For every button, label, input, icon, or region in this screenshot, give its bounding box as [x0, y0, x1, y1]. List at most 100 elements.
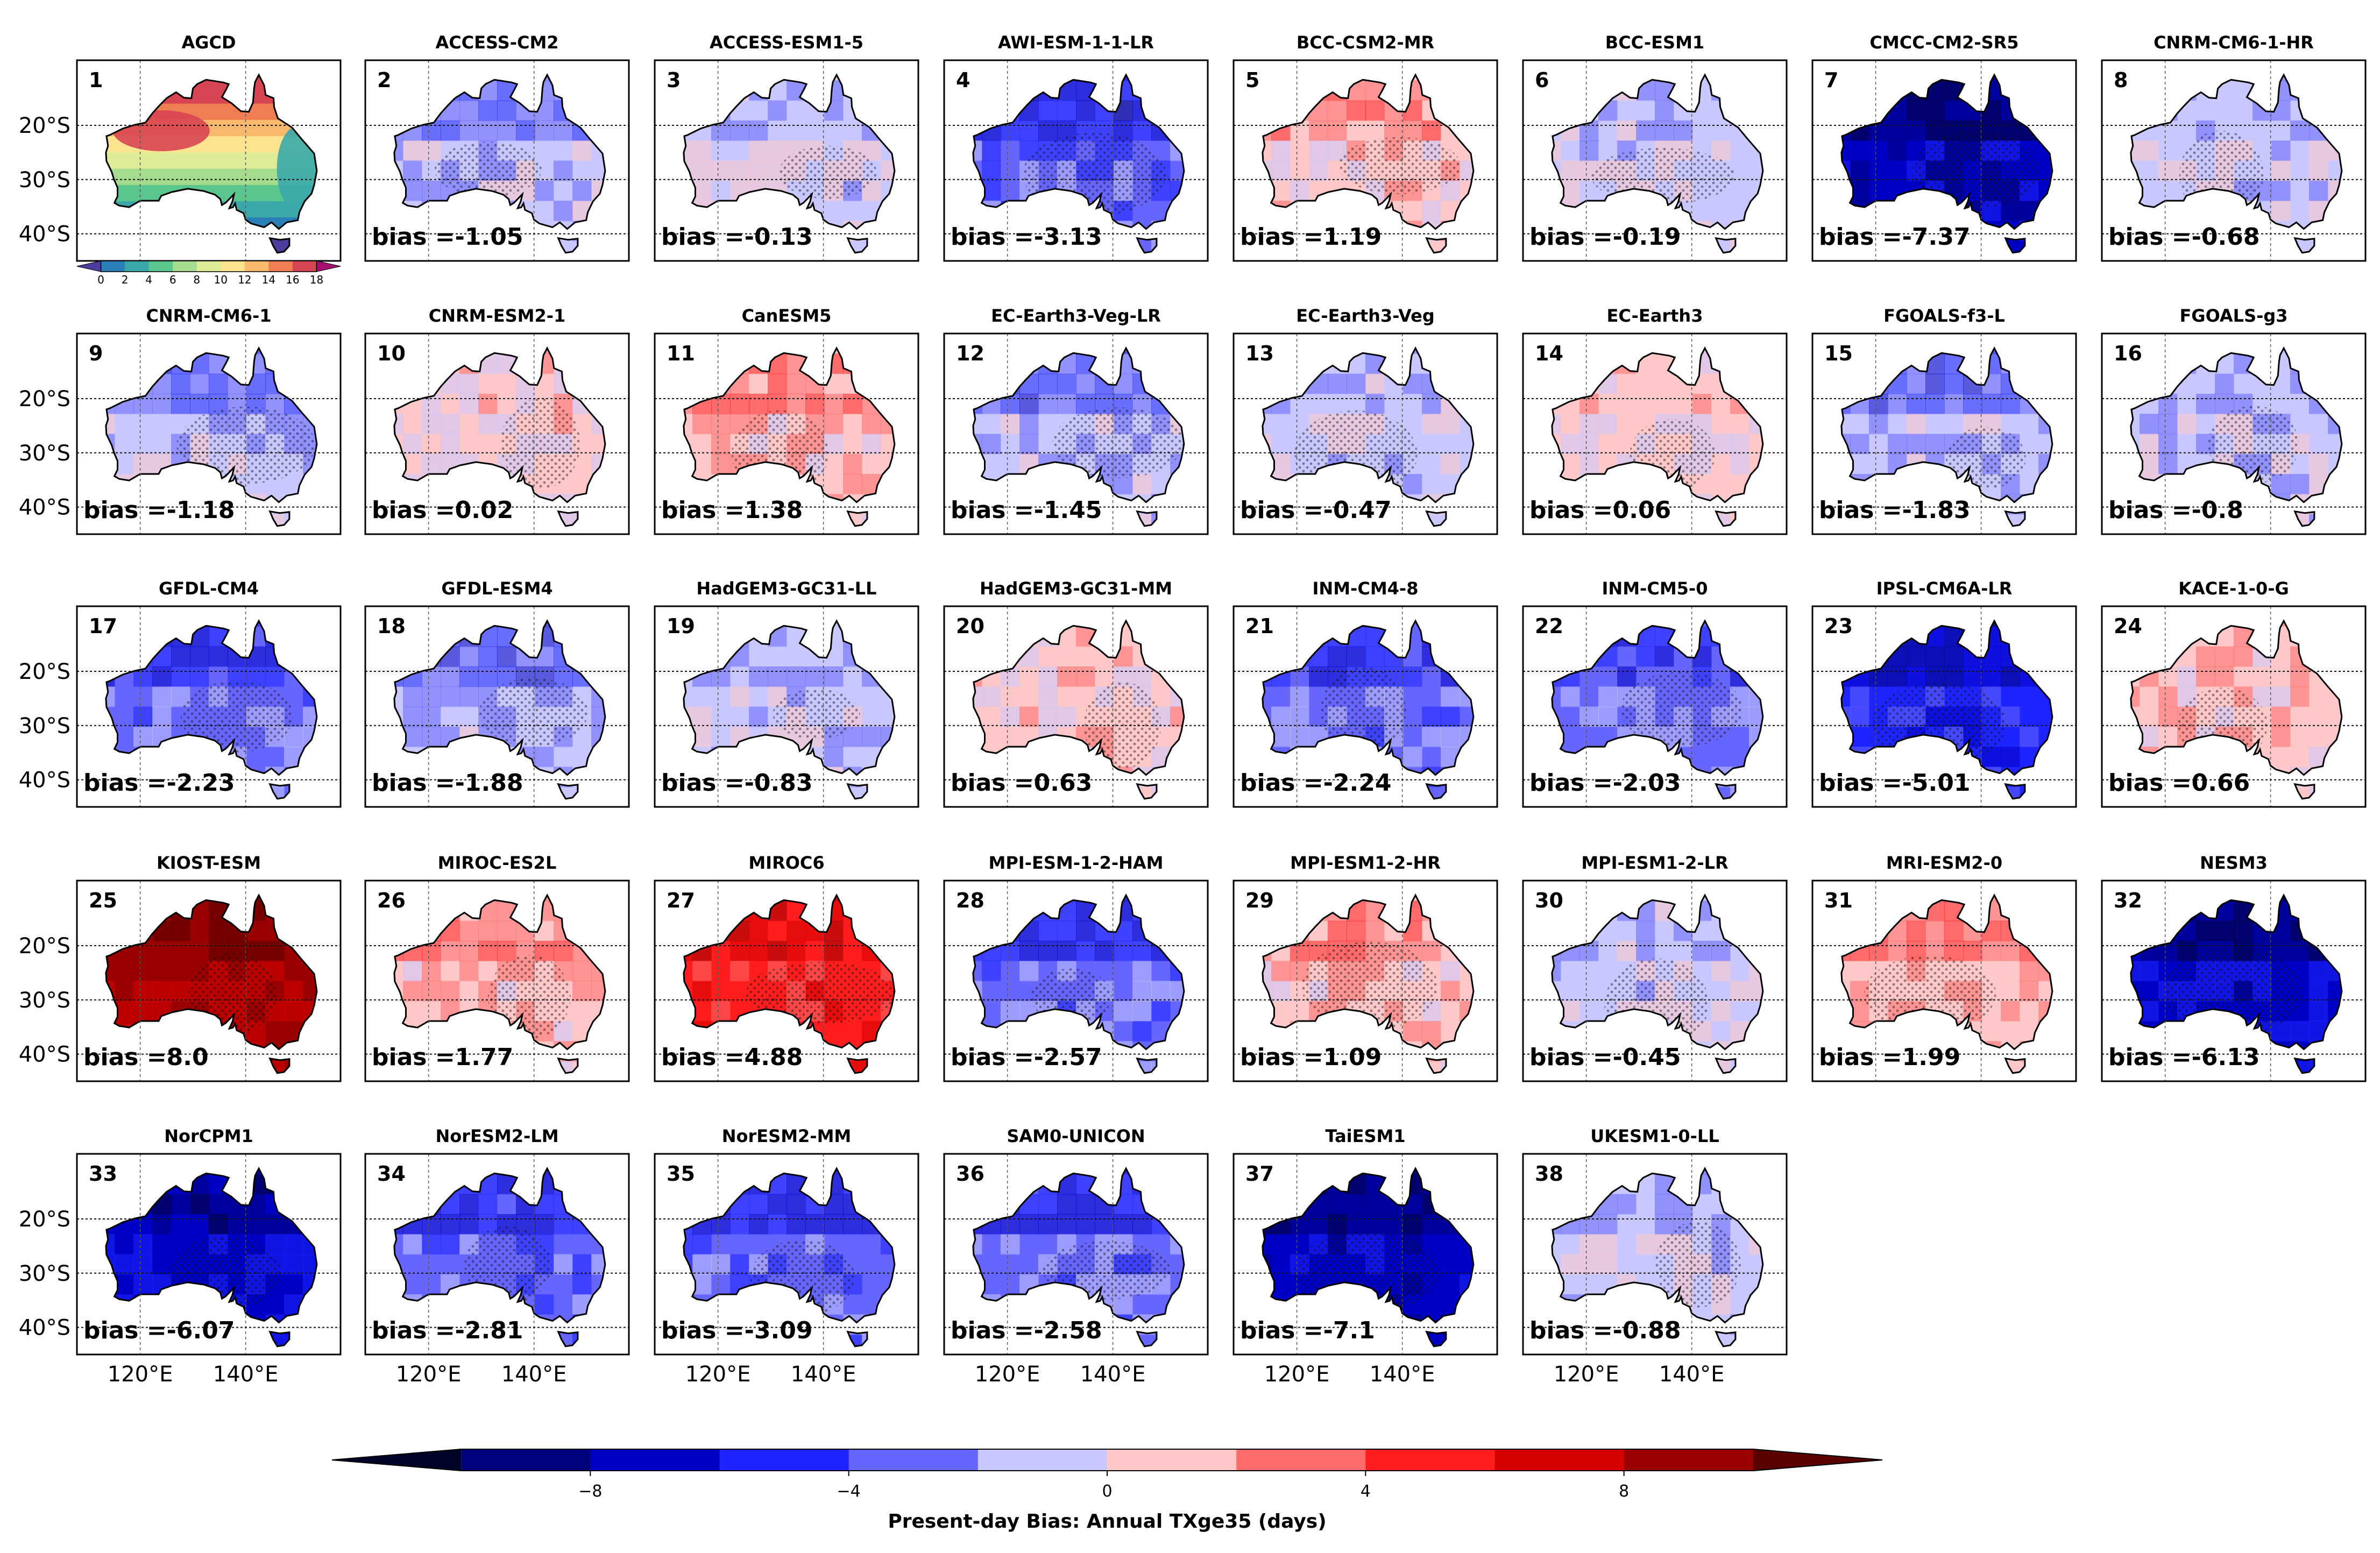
- panel-frame: [654, 59, 919, 262]
- bias-cell: [824, 120, 844, 141]
- coastline: [105, 73, 318, 230]
- bias-cell: [2234, 920, 2253, 941]
- bias-cell: [1869, 453, 1888, 475]
- bias-cell: [1347, 646, 1366, 667]
- bias-cell: [805, 393, 825, 415]
- bias-cell: [2020, 726, 2039, 748]
- bias-cell: [1617, 100, 1637, 121]
- bias-cell: [1907, 373, 1926, 394]
- panel-title: IPSL-CM6A-LR: [1876, 578, 2013, 599]
- bias-cell: [2140, 961, 2159, 982]
- coastline: [1551, 73, 1764, 230]
- bias-cell: [1711, 940, 1731, 962]
- bias-cell: [535, 747, 554, 768]
- bias-cell: [1869, 140, 1888, 161]
- bias-cell: [1309, 120, 1328, 141]
- bias-cell: [1038, 393, 1058, 415]
- bias-cell: [2290, 180, 2310, 202]
- bias-cell: [459, 666, 479, 687]
- bias-cell: [2140, 414, 2159, 435]
- bias-cell: [843, 666, 862, 687]
- bias-cell: [422, 981, 441, 1002]
- bias-cell: [2001, 1021, 2020, 1042]
- panel-title: EC-Earth3-Veg: [1296, 306, 1435, 326]
- bias-cell: [843, 940, 862, 962]
- bias-cell: [1925, 100, 1945, 121]
- bias-cell: [1925, 373, 1945, 394]
- bias-cell: [1271, 706, 1291, 727]
- y-tick-label: 30°S: [19, 168, 70, 193]
- bias-cell: [1850, 140, 1869, 161]
- bias-cell: [1038, 920, 1058, 941]
- bias-cell: [2140, 686, 2159, 707]
- bias-cell: [265, 1214, 285, 1235]
- bias-cell: [1907, 666, 1926, 687]
- coastline: [1262, 73, 1475, 230]
- bias-cell: [1636, 646, 1655, 667]
- y-tick-label: 40°S: [19, 768, 70, 793]
- bias-cell: [1655, 646, 1674, 667]
- coastline: [683, 619, 896, 776]
- bias-cell: [171, 940, 190, 962]
- bias-cell: [2290, 726, 2310, 748]
- bias-cell: [1907, 646, 1926, 667]
- bias-label: bias =8.0: [83, 1044, 209, 1071]
- bias-cell: [171, 373, 190, 394]
- bias-cell: [982, 706, 1001, 727]
- bias-cell: [1869, 414, 1888, 435]
- panel-title: CNRM-CM6-1-HR: [2154, 32, 2314, 53]
- bias-cell: [1579, 140, 1599, 161]
- tasmania-outline: [846, 783, 868, 800]
- bias-cell: [1290, 1001, 1309, 1022]
- bias-cell: [824, 666, 844, 687]
- bias-cell: [2234, 646, 2253, 667]
- bias-cell: [2234, 100, 2253, 121]
- bias-cell: [1001, 686, 1020, 707]
- bias-cell: [1422, 706, 1441, 727]
- bias-cell: [1422, 666, 1441, 687]
- bias-cell: [1850, 706, 1869, 727]
- stippling: [2208, 406, 2299, 484]
- bias-cell: [265, 940, 285, 962]
- bias-cell: [1730, 434, 1749, 455]
- bias-cell: [843, 453, 862, 475]
- bias-cell: [478, 100, 498, 121]
- bias-cell: [2158, 453, 2178, 475]
- bias-cell: [1692, 120, 1712, 141]
- panel-number: 4: [956, 68, 970, 92]
- bias-cell: [284, 1254, 303, 1275]
- bias-cell: [591, 160, 605, 181]
- bias-cell: [1001, 434, 1020, 455]
- bias-cell: [403, 160, 422, 181]
- bias-cell: [1019, 940, 1039, 962]
- panel-frame: [1811, 605, 2077, 808]
- bias-cell: [284, 981, 303, 1002]
- bias-cell: [692, 686, 712, 707]
- bias-cell: [2271, 686, 2291, 707]
- bias-cell: [1076, 940, 1095, 962]
- bias-cell: [805, 666, 825, 687]
- panel-title: EC-Earth3: [1607, 306, 1703, 326]
- bias-cell: [2001, 981, 2020, 1002]
- coastline: [2130, 619, 2343, 776]
- bias-cell: [1328, 373, 1347, 394]
- bias-cell: [1365, 646, 1385, 667]
- bias-cell: [730, 120, 749, 141]
- bias-cell: [115, 686, 134, 707]
- bias-cell: [1925, 920, 1945, 941]
- bias-cell: [1132, 474, 1152, 495]
- bias-cell: [2196, 666, 2215, 687]
- tasmania-outline: [1425, 510, 1447, 527]
- bias-cell: [171, 1194, 190, 1215]
- bias-cell: [133, 414, 153, 435]
- bias-cell: [843, 434, 862, 455]
- bias-cell: [2290, 140, 2310, 161]
- bias-cell: [1869, 160, 1888, 181]
- bias-cell: [1019, 414, 1039, 435]
- bias-cell: [1151, 981, 1171, 1002]
